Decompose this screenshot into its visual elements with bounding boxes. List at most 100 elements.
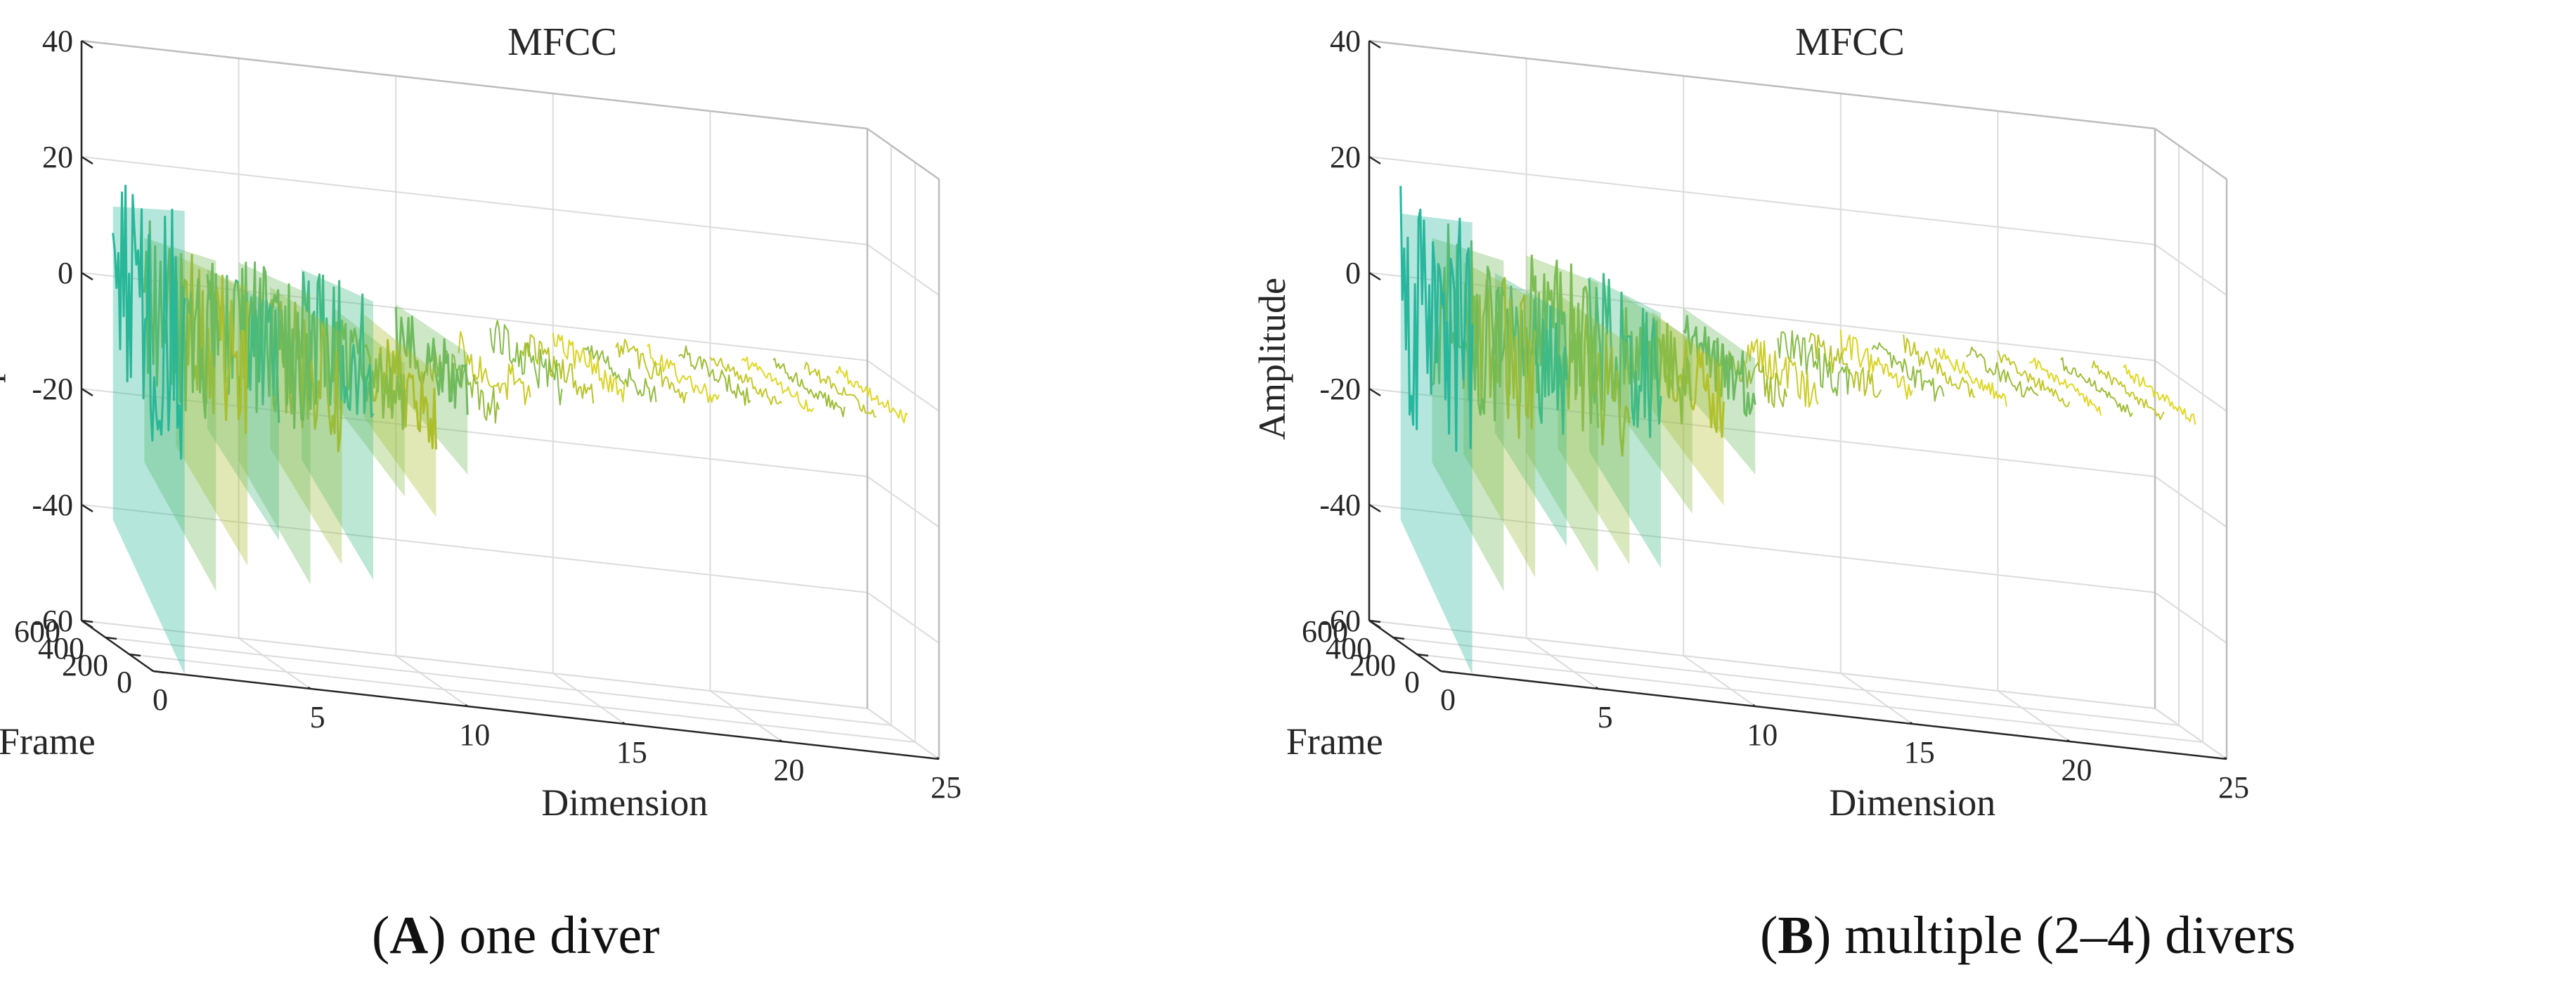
x-tick-label: 0 — [153, 682, 168, 717]
x-axis-line — [1440, 670, 2227, 760]
surface-ridge — [709, 356, 783, 406]
z-tick-label: 20 — [42, 140, 73, 174]
caption-text: one diver — [459, 906, 660, 965]
z-tick — [1368, 155, 1381, 165]
z-tick-label: 0 — [58, 256, 73, 290]
grid-line — [2154, 244, 2227, 296]
z-axis-label: Amplitude — [1251, 278, 1293, 440]
surface-sheet — [1620, 294, 1692, 514]
x-tick-label: 15 — [616, 735, 647, 770]
y-axis-line — [1368, 619, 1442, 673]
x-tick — [150, 668, 154, 673]
grid-line — [129, 654, 916, 743]
axes-box-edge — [867, 127, 940, 181]
x-tick — [1752, 704, 1756, 708]
surface-ridge — [1839, 330, 1913, 400]
caption-b: (B) multiple (2–4) divers — [1760, 906, 2296, 965]
y-tick — [129, 653, 141, 657]
y-tick — [105, 636, 117, 640]
surface-sheet — [112, 207, 185, 675]
surface-sheet — [396, 304, 468, 474]
surface-ridge — [2028, 357, 2102, 416]
grid-line — [867, 708, 940, 760]
grid-line — [1368, 272, 2156, 361]
surface-ridge — [112, 184, 186, 460]
surface — [112, 184, 908, 675]
x-tick-label: 10 — [459, 718, 490, 752]
x-tick — [2066, 739, 2071, 743]
surface-ridge — [2091, 360, 2165, 420]
surface-ridge — [741, 356, 814, 413]
y-tick-label: 400 — [38, 631, 84, 666]
axes-box-edge — [2154, 127, 2227, 181]
x-tick-label: 5 — [310, 700, 325, 734]
grid-line — [867, 360, 940, 412]
surface-ridge — [1965, 346, 2039, 398]
caption-a: (A) one diver — [372, 906, 660, 965]
surface-ridge — [583, 345, 657, 403]
x-axis-line — [153, 670, 940, 760]
surface-ridge — [426, 344, 500, 424]
y-tick-label: 600 — [1302, 614, 1348, 649]
surface-ridge — [772, 358, 846, 417]
mfcc-3d-surface-chart-b: 05101520250200400600-60-40-2002040Dimens… — [1251, 20, 2249, 824]
panel-a: 0 5 10 15 20 25 0 200 400 600 -60 -40 -20 0 20 40 Dimens… — [0, 20, 962, 965]
surface-ridge — [2123, 364, 2196, 425]
grid-line — [1526, 637, 1599, 689]
x-tick — [465, 704, 468, 708]
x-tick-label: 25 — [2218, 770, 2249, 805]
x-axis-label: Dimension — [1829, 782, 1995, 824]
y-tick-label: 200 — [1350, 648, 1396, 682]
surface-ridge — [1399, 186, 1474, 452]
z-tick-label: 40 — [1330, 24, 1361, 58]
x-tick-label: 20 — [773, 753, 804, 787]
z-tick-label: -60 — [32, 604, 73, 638]
x-tick — [936, 756, 940, 760]
grid-line — [395, 655, 468, 707]
z-tick — [1368, 619, 1381, 629]
surface-ridge — [1619, 307, 1693, 425]
chart-title: MFCC — [507, 20, 617, 64]
surface-sheet — [332, 307, 405, 497]
z-tick — [81, 39, 93, 49]
x-axis-label: Dimension — [541, 782, 708, 824]
surface-ridge — [647, 344, 720, 403]
chart-title: MFCC — [1795, 20, 1905, 64]
grid-line — [105, 637, 892, 726]
grid-line — [709, 690, 782, 742]
y-axis-label: Frame — [0, 720, 96, 763]
surface-ridge — [1431, 223, 1505, 422]
y-axis-label: Frame — [1286, 720, 1383, 763]
surface-ridge — [678, 345, 751, 406]
z-tick-label: -60 — [1319, 604, 1361, 638]
surface-ridge — [1808, 332, 1882, 398]
z-tick-label: -20 — [32, 372, 73, 406]
x-tick — [2224, 756, 2227, 760]
y-axis-line — [81, 619, 154, 673]
z-tick-label: 40 — [42, 24, 73, 58]
z-tick-label: 20 — [1330, 140, 1361, 174]
caption-text: multiple (2–4) divers — [1844, 906, 2296, 965]
y-tick-label: 200 — [62, 648, 108, 682]
x-tick — [1595, 686, 1599, 690]
z-tick — [1368, 271, 1381, 281]
axes-box-edge — [1368, 39, 2156, 130]
z-tick — [81, 271, 93, 281]
y-tick — [1392, 636, 1405, 640]
surface-ridge — [615, 339, 688, 404]
surface-ridge — [1745, 338, 1819, 408]
surface-ridge — [363, 339, 437, 450]
z-tick — [81, 387, 93, 397]
z-tick — [1368, 503, 1381, 513]
surface-ridge — [803, 361, 876, 418]
panel-b: 0 5 10 15 20 25 0 200 400 600 -60 -40 -20 0 20 40 Dimens… — [1251, 0, 2575, 1005]
caption-letter: B — [1778, 906, 1814, 965]
x-tick — [779, 739, 783, 743]
surface-sheet — [207, 269, 279, 540]
grid-line — [2154, 360, 2227, 412]
surface-sheet — [1400, 213, 1473, 675]
grid-line — [867, 476, 940, 528]
grid-line — [1392, 637, 2180, 726]
surface-ridge — [2060, 357, 2133, 417]
